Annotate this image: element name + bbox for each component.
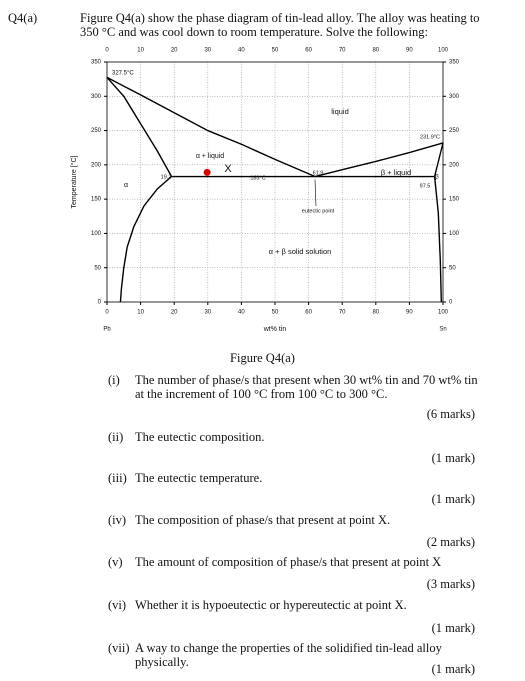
x-tick-label: 0 [105,310,109,316]
y-tick-label-right: 50 [449,265,456,271]
annotation-arrow [314,179,317,207]
x-tick-label: 70 [339,310,346,316]
phase-boundary [433,176,443,303]
item-marks: (3 marks) [426,577,475,591]
item-text: The eutectic temperature. [135,471,263,485]
y-tick-label: 250 [91,128,102,134]
annotation: β + liquid [381,168,411,177]
annotation: 19.2 [161,174,172,180]
x-tick-label-top: 60 [305,48,312,54]
y-tick-label: 0 [98,300,102,306]
x-tick-label: 20 [171,310,178,316]
plot-frame [106,61,444,303]
item-text: The eutectic composition. [135,430,265,444]
annotation: α + β solid solution [269,247,332,256]
y-tick-label-right: 250 [449,128,460,134]
item-marks: (1 mark) [431,492,475,506]
item-marks: (6 marks) [426,407,475,421]
y-tick-label-right: 350 [449,60,460,66]
y-tick-label-right: 300 [449,94,460,100]
x-tick-label-top: 50 [272,48,279,54]
x-tick-label: 90 [406,310,413,316]
x-tick-label: 100 [438,310,449,316]
item-marks: (2 marks) [426,535,475,549]
item-number: (v) [108,555,123,569]
item-number: (iii) [108,471,127,485]
x-tick-label-top: 70 [339,48,346,54]
phase-boundary [433,142,444,177]
point-marker [203,168,211,176]
y-tick-label-right: 200 [449,162,460,168]
annotation: 231.9°C [420,134,440,140]
y-tick-label: 50 [94,265,101,271]
item-marks: (1 mark) [431,451,475,465]
x-tick-label: 40 [238,310,245,316]
question-text: Figure Q4(a) show the phase diagram of t… [80,11,480,39]
y-tick-label: 300 [91,94,102,100]
x-tick-label-top: 100 [438,48,449,54]
annotation: 97.5 [420,183,431,189]
x-tick-label-top: 0 [105,48,109,54]
y-tick-label-right: 150 [449,197,460,203]
annotation: X [224,163,232,175]
x-tick-label-top: 90 [406,48,413,54]
item-marks: (1 mark) [431,621,475,635]
item-number: (i) [108,373,120,387]
phase-boundary [106,76,316,178]
item-number: (iv) [108,513,127,527]
item-text: The amount of composition of phase/s tha… [135,555,442,569]
annotation: liquid [331,107,349,116]
annotation: β [435,174,439,181]
item-number: (ii) [108,430,124,444]
y-tick-label: 350 [91,60,102,66]
item-marks: (1 mark) [431,662,475,676]
item-text: A way to change the properties of the so… [135,641,442,669]
x-end-label: Sn [439,327,446,333]
figure-caption: Figure Q4(a) [230,351,295,365]
annotation: α + liquid [196,153,224,160]
x-tick-label-top: 20 [171,48,178,54]
x-tick-label: 10 [137,310,144,316]
annotation: α [124,182,128,189]
x-tick-label: 80 [372,310,379,316]
phase-boundary [119,175,172,303]
phase-boundary [106,76,173,177]
y-tick-label-right: 100 [449,231,460,237]
y-tick-label: 100 [91,231,102,237]
item-text: Whether it is hypoeutectic or hypereutec… [135,598,407,612]
item-text: The number of phase/s that present when … [135,373,478,401]
x-axis-label: wt% tin [263,326,287,333]
x-tick-label-top: 80 [372,48,379,54]
item-number: (vii) [108,641,130,655]
annotation: 327.5°C [112,71,134,77]
y-tick-label-right: 0 [449,300,453,306]
y-axis-label: Temperature [°C] [70,155,78,208]
annotation: 183°C [250,175,265,181]
y-tick-label: 150 [91,197,102,203]
x-tick-label-top: 10 [137,48,144,54]
x-tick-label: 60 [305,310,312,316]
y-tick-label: 200 [91,162,102,168]
question-label: Q4(a) [8,11,38,25]
x-tick-label: 30 [204,310,211,316]
annotation: eutectic point [302,208,335,214]
x-tick-label-top: 30 [204,48,211,54]
x-tick-label-top: 40 [238,48,245,54]
x-end-label: Pb [103,327,111,333]
item-text: The composition of phase/s that present … [135,513,391,527]
x-tick-label: 50 [272,310,279,316]
annotation: 61.9 [313,170,324,176]
item-number: (vi) [108,598,127,612]
phase-boundary [314,142,444,178]
